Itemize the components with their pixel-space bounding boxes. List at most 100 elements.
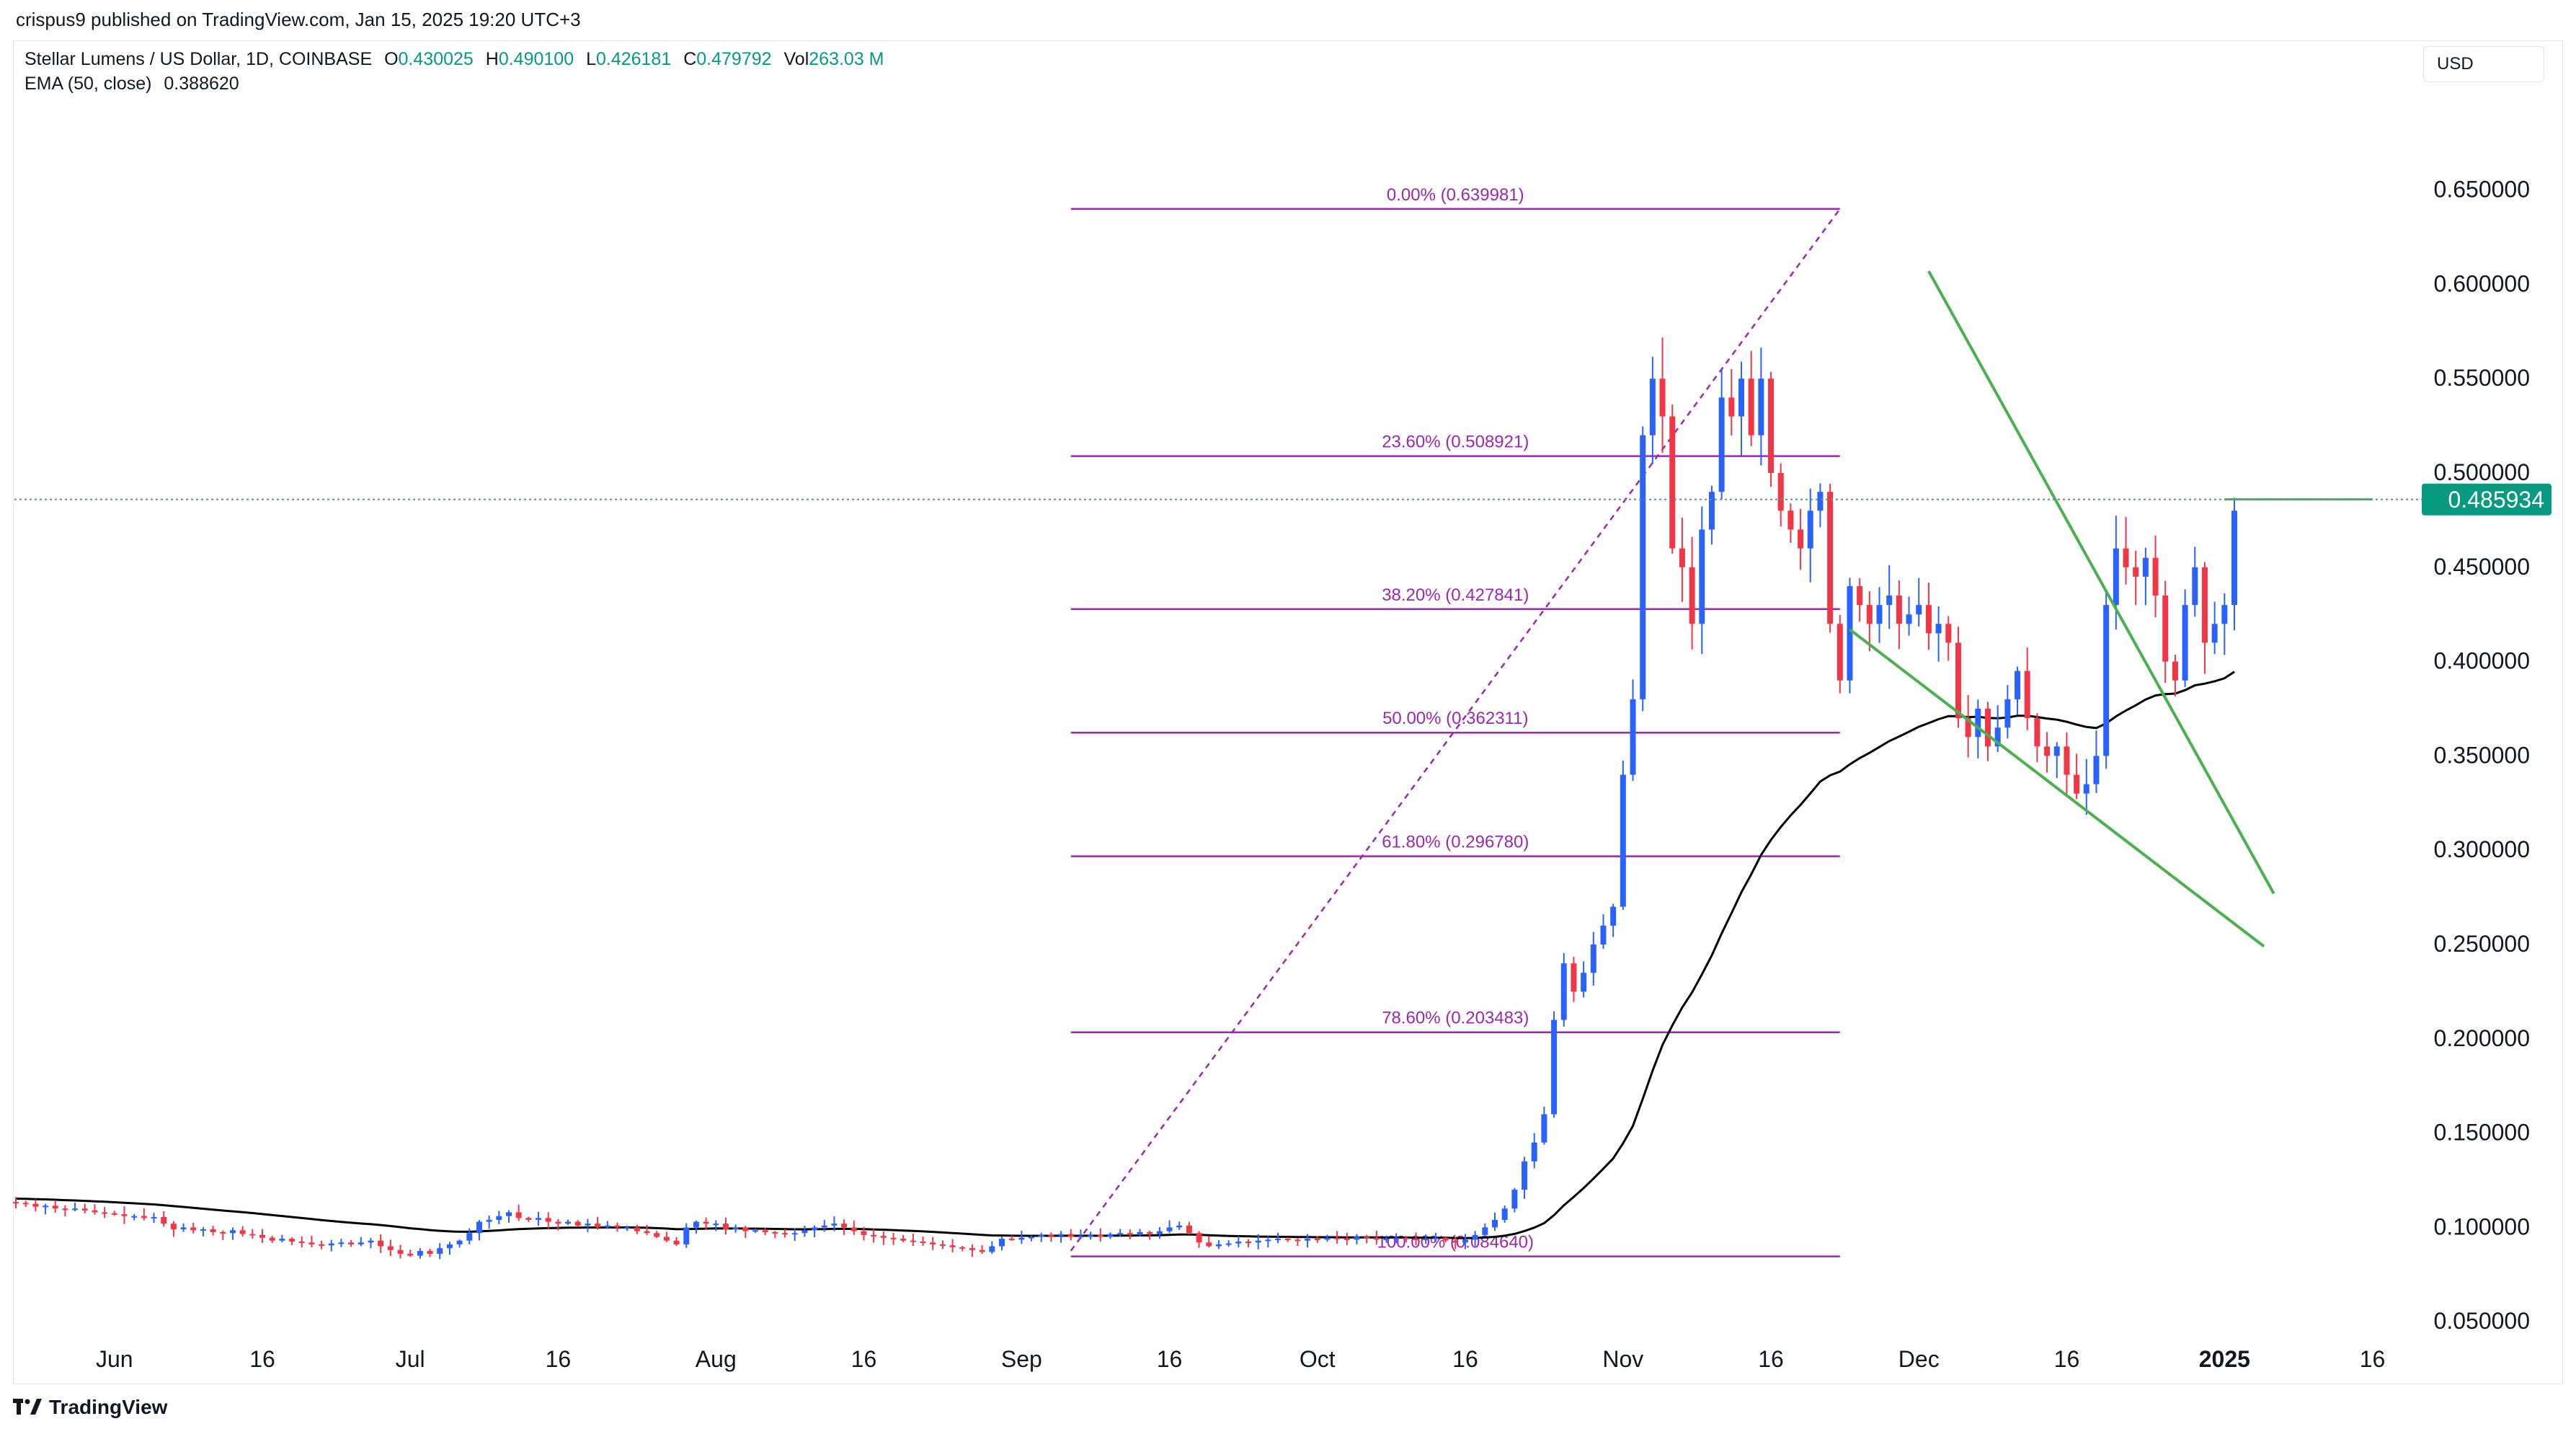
y-tick-label: 0.650000	[2434, 177, 2530, 203]
candle-body	[1847, 585, 1853, 681]
candle-body	[1305, 1239, 1311, 1241]
candle-body	[1156, 1231, 1163, 1234]
candle-body	[1373, 1237, 1380, 1240]
candle-body	[1640, 435, 1646, 699]
candle-body	[604, 1225, 610, 1228]
candle-body	[1492, 1219, 1498, 1228]
candle-body	[180, 1227, 187, 1230]
candle-body	[1551, 1019, 1558, 1115]
candle-body	[121, 1214, 128, 1216]
candle-body	[259, 1234, 265, 1238]
candle-body	[722, 1224, 729, 1230]
candle-body	[427, 1251, 433, 1255]
candle-body	[446, 1244, 453, 1249]
candle-body	[1088, 1234, 1094, 1236]
candle-body	[397, 1249, 404, 1255]
candle-body	[930, 1242, 936, 1244]
candle-body	[1689, 567, 1695, 624]
candle-body	[407, 1254, 414, 1256]
candle-body	[1324, 1237, 1331, 1240]
last-price-label: 0.485934	[2448, 487, 2544, 513]
price-axis[interactable]: 0.650000 0.600000 0.550000 0.500000 0.450000…	[2434, 177, 2530, 1335]
candle-body	[1127, 1233, 1133, 1235]
candle-body	[515, 1212, 522, 1218]
publisher-header: crispus9 published on TradingView.com, J…	[0, 0, 2576, 30]
x-tick-label: 16	[851, 1346, 877, 1372]
candle-body	[220, 1231, 226, 1234]
candle-body	[1787, 510, 1794, 530]
y-tick-label: 0.300000	[2434, 836, 2530, 862]
x-tick-label: Dec	[1898, 1346, 1940, 1372]
fibonacci-retracement[interactable]: 0.00% (0.639981) 23.60% (0.508921) 38.20% …	[1070, 185, 1841, 1257]
candle-body	[841, 1224, 848, 1228]
candle-body	[1768, 379, 1775, 473]
candle-body	[1531, 1142, 1537, 1162]
time-axis[interactable]: Jun 16 Jul 16 Aug 16 Sep 16 Oct 16 Nov 16 Dec 16 2025 1…	[96, 1346, 2385, 1372]
candle-body	[378, 1240, 384, 1247]
x-tick-label: 16	[2360, 1346, 2386, 1372]
chart-frame[interactable]	[13, 40, 2563, 1384]
candle-body	[2152, 557, 2159, 596]
candle-body	[2133, 567, 2139, 577]
currency-button[interactable]: USD	[2423, 46, 2544, 82]
candle-body	[1196, 1233, 1202, 1243]
legend-open-key: O	[384, 49, 399, 69]
candle-body	[693, 1221, 699, 1228]
candle-body	[1699, 529, 1705, 624]
x-tick-label: 2025	[2199, 1346, 2250, 1372]
candle-body	[2142, 557, 2149, 577]
candle-body	[111, 1213, 117, 1215]
candle-body	[161, 1217, 167, 1224]
legend-ema-label: EMA (50, close)	[25, 74, 152, 94]
candle-body	[890, 1237, 897, 1239]
candle-body	[1511, 1190, 1518, 1209]
tradingview-logo-icon	[13, 1399, 42, 1415]
legend-close-value: 0.479792	[696, 49, 772, 69]
x-tick-label: Jun	[96, 1346, 133, 1372]
candle-body	[476, 1221, 482, 1234]
candle-body	[92, 1210, 98, 1213]
fib-level-label: 38.20% (0.427841)	[1382, 585, 1529, 605]
candle-body	[1097, 1234, 1103, 1237]
candle-body	[1147, 1231, 1153, 1234]
x-tick-label: 16	[1157, 1346, 1183, 1372]
candle-body	[2182, 605, 2188, 681]
candle-body	[1472, 1234, 1478, 1240]
x-tick-label: 16	[249, 1346, 275, 1372]
fib-level-label: 78.60% (0.203483)	[1382, 1009, 1529, 1028]
candle-body	[43, 1205, 49, 1208]
y-tick-label: 0.150000	[2434, 1120, 2530, 1146]
x-tick-label: Sep	[1001, 1346, 1042, 1372]
candle-body	[2044, 746, 2051, 756]
candle-body	[752, 1230, 758, 1232]
candle-body	[1955, 642, 1961, 719]
candle-body	[1067, 1234, 1074, 1237]
candle-body	[871, 1234, 877, 1236]
y-tick-label: 0.100000	[2434, 1213, 2530, 1239]
x-tick-label: 16	[2054, 1346, 2080, 1372]
candle-body	[2024, 671, 2030, 719]
candle-body	[910, 1240, 916, 1242]
legend-low-key: L	[586, 49, 596, 69]
candle-body	[1413, 1239, 1419, 1241]
candle-body	[595, 1224, 601, 1228]
candle-body	[1925, 605, 1932, 634]
candle-body	[1945, 624, 1952, 643]
candle-body	[466, 1233, 473, 1241]
candle-body	[2201, 567, 2208, 643]
legend-ema-value: 0.388620	[164, 74, 239, 94]
candle-body	[1107, 1234, 1114, 1237]
tradingview-brand-text: TradingView	[49, 1396, 168, 1418]
x-tick-label: 16	[1452, 1346, 1478, 1372]
falling-wedge-pattern[interactable]	[1849, 270, 2373, 948]
candle-body	[1581, 973, 1587, 992]
candle-body	[949, 1245, 956, 1247]
candle-body	[62, 1208, 68, 1211]
legend-ema-line[interactable]: EMA (50, close) 0.388620	[25, 74, 239, 94]
footer-brand[interactable]: TradingView	[13, 1392, 167, 1423]
candle-body	[1501, 1208, 1508, 1220]
candle-body	[1166, 1227, 1173, 1231]
candle-body	[200, 1229, 206, 1231]
y-tick-label: 0.600000	[2434, 270, 2530, 296]
